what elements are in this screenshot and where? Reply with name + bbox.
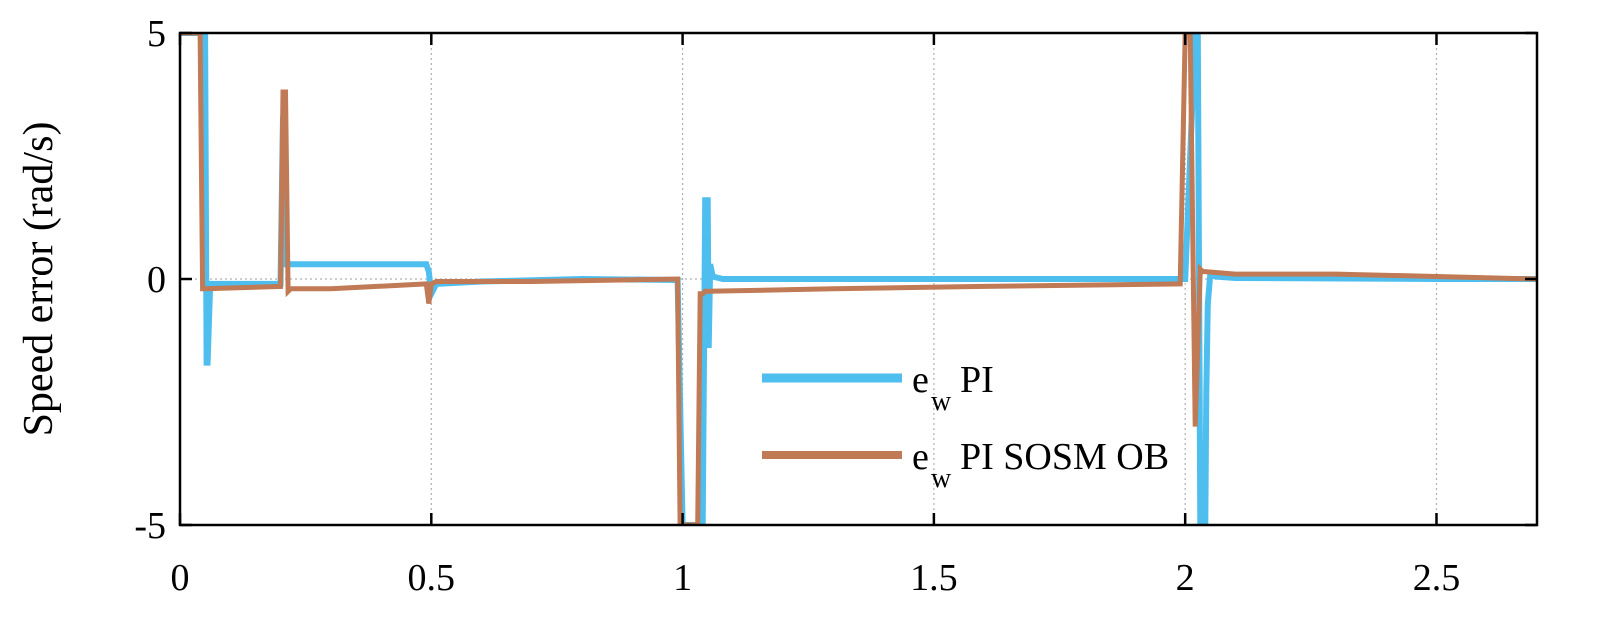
x-tick-label-4: 2 <box>1176 557 1195 599</box>
y-tick-label-2: -5 <box>134 505 166 547</box>
legend-label-main-0: e <box>912 359 929 401</box>
series-lines <box>180 33 1537 525</box>
legend-label-sub-1: w <box>931 463 952 494</box>
x-tick-label-1: 0.5 <box>408 557 456 599</box>
legend-label-sub-0: w <box>931 386 952 417</box>
x-tick-label-0: 0 <box>171 557 190 599</box>
legend-label-name-1: PI SOSM OB <box>960 436 1169 478</box>
series-line-0 <box>180 33 1537 525</box>
y-tick-label-1: 0 <box>147 259 166 301</box>
legend-label-main-1: e <box>912 436 929 478</box>
x-tick-label-2: 1 <box>673 557 692 599</box>
x-tick-label-5: 2.5 <box>1413 557 1461 599</box>
y-axis-label: Speed error (rad/s) <box>16 122 62 437</box>
axis-ticks: 0 0.5 1 1.5 2 2.550-5 <box>134 13 1537 599</box>
series-line-1 <box>180 33 1537 525</box>
legend-label-name-0: PI <box>960 359 994 401</box>
x-tick-label-3: 1.5 <box>910 557 958 599</box>
y-tick-label-0: 5 <box>147 13 166 55</box>
